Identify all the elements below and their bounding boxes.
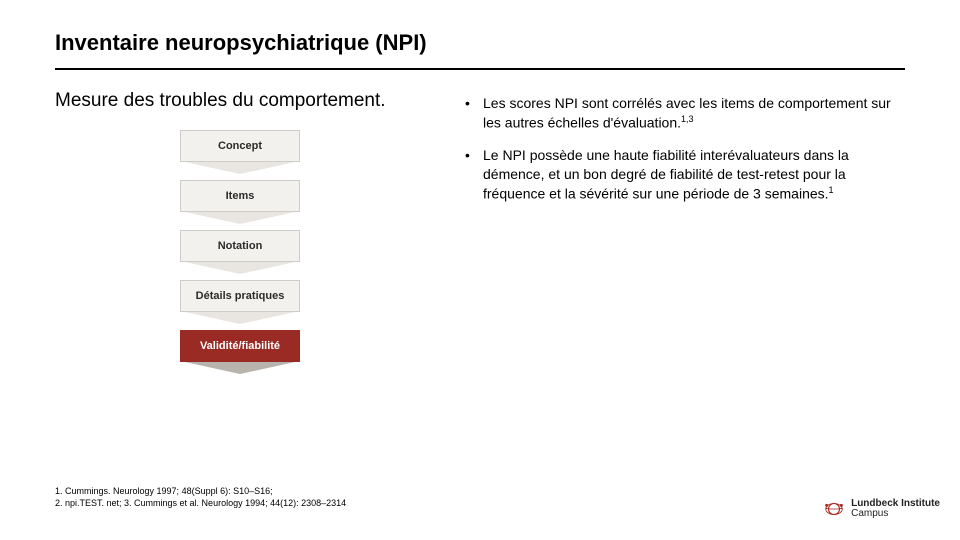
flow-diagram: Concept Items Notation Détails pratiques… [55, 130, 425, 374]
bullet-list: Les scores NPI sont corrélés avec les it… [465, 94, 905, 204]
flow-label: Concept [218, 140, 262, 152]
flow-box-items: Items [180, 180, 300, 212]
chevron-icon [185, 262, 295, 274]
logo-line2: Campus [851, 509, 940, 520]
chevron-icon [185, 362, 295, 374]
flow-box-notation: Notation [180, 230, 300, 262]
chevron-icon [185, 162, 295, 174]
logo-text: Lundbeck Institute Campus [851, 499, 940, 520]
bullet-item: Le NPI possède une haute fiabilité inter… [465, 146, 905, 203]
right-column: Les scores NPI sont corrélés avec les it… [465, 90, 905, 374]
chevron-icon [185, 312, 295, 324]
bullet-text: Le NPI possède une haute fiabilité inter… [483, 147, 849, 201]
page-title: Inventaire neuropsychiatrique (NPI) [55, 30, 905, 56]
flow-box-details: Détails pratiques [180, 280, 300, 312]
flow-label: Détails pratiques [196, 290, 285, 302]
reference-line: 1. Cummings. Neurology 1997; 48(Suppl 6)… [55, 485, 346, 498]
flow-label: Validité/fiabilité [200, 340, 280, 352]
content-row: Mesure des troubles du comportement. Con… [55, 90, 905, 374]
flow-box-validity: Validité/fiabilité [180, 330, 300, 362]
bullet-sup: 1 [829, 185, 834, 195]
flow-box-concept: Concept [180, 130, 300, 162]
left-column: Mesure des troubles du comportement. Con… [55, 90, 425, 374]
references: 1. Cummings. Neurology 1997; 48(Suppl 6)… [55, 485, 346, 510]
flow-label: Notation [218, 240, 263, 252]
globe-people-icon [823, 498, 845, 520]
bullet-item: Les scores NPI sont corrélés avec les it… [465, 94, 905, 132]
slide: Inventaire neuropsychiatrique (NPI) Mesu… [0, 0, 960, 540]
subtitle: Mesure des troubles du comportement. [55, 90, 425, 112]
title-rule [55, 68, 905, 70]
reference-line: 2. npi.TEST. net; 3. Cummings et al. Neu… [55, 497, 346, 510]
chevron-icon [185, 212, 295, 224]
bullet-sup: 1,3 [681, 114, 694, 124]
flow-label: Items [226, 190, 255, 202]
brand-logo: Lundbeck Institute Campus [823, 498, 940, 520]
bullet-text: Les scores NPI sont corrélés avec les it… [483, 95, 891, 131]
